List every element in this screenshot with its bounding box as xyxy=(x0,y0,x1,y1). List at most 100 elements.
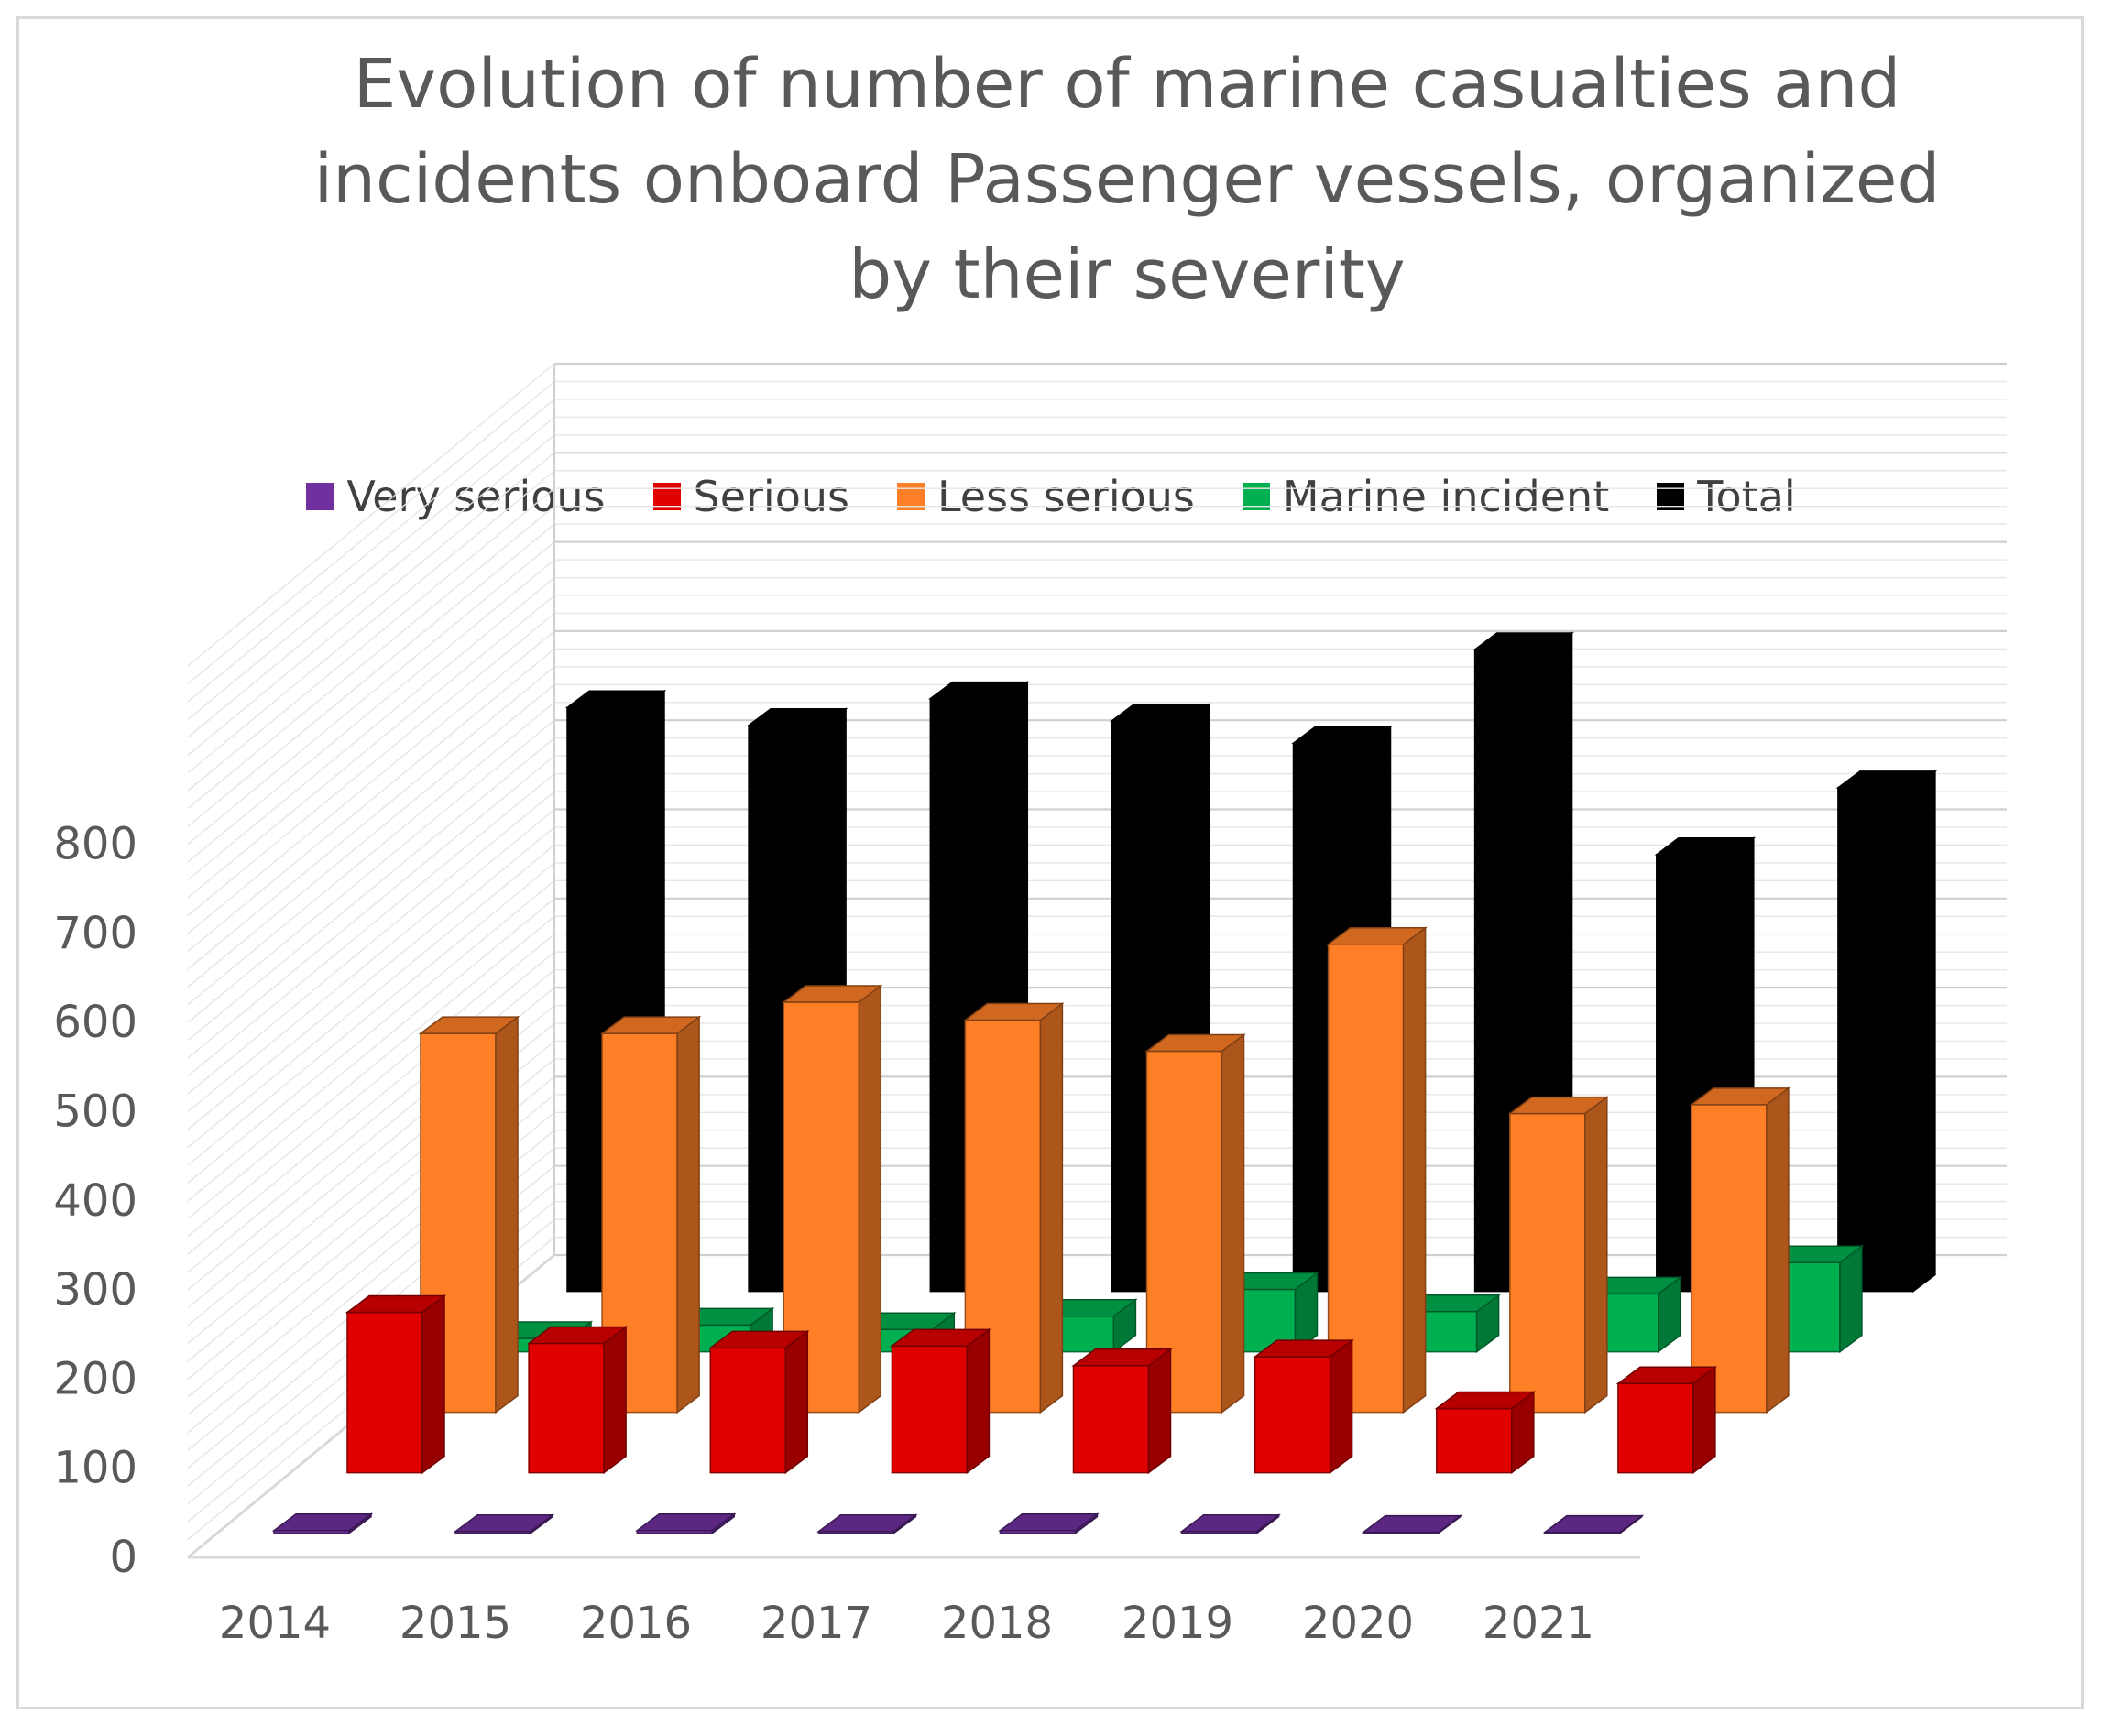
bar-side xyxy=(1839,1244,1863,1354)
bar-top xyxy=(1071,1348,1173,1367)
bar-top xyxy=(708,1330,810,1349)
y-tick-label: 500 xyxy=(53,1086,137,1138)
y-tick-label: 600 xyxy=(53,997,137,1048)
bar-top xyxy=(635,1512,737,1532)
side-gridline xyxy=(187,719,555,1023)
bar-side xyxy=(676,1015,700,1414)
bar-front xyxy=(528,1342,605,1474)
side-gridline xyxy=(187,879,555,1184)
x-tick-label: 2018 xyxy=(941,1598,1053,1649)
side-gridline xyxy=(187,595,555,899)
side-gridline xyxy=(187,506,555,810)
bar-side xyxy=(1766,1086,1790,1414)
bar-top xyxy=(599,1016,702,1034)
y-tick-label: 300 xyxy=(53,1264,137,1316)
bar-less-serious-2018 xyxy=(1144,1033,1246,1414)
side-gridline xyxy=(187,737,555,1042)
side-gridline xyxy=(187,612,555,916)
bar-top xyxy=(526,1326,629,1345)
bar-top xyxy=(1689,1087,1791,1106)
side-gridline xyxy=(187,791,555,1095)
side-gridline xyxy=(187,862,555,1166)
bar-less-serious-2021 xyxy=(1689,1086,1791,1414)
bar-very-serious-2020 xyxy=(1361,1514,1463,1535)
bar-top xyxy=(1110,704,1211,722)
side-gridline xyxy=(187,648,555,952)
bar-top xyxy=(1542,1514,1645,1534)
bar-less-serious-2015 xyxy=(599,1015,702,1414)
x-tick-label: 2015 xyxy=(400,1598,511,1649)
bar-top xyxy=(1615,1366,1718,1385)
bar-serious-2015 xyxy=(526,1326,629,1475)
side-gridline xyxy=(187,487,555,792)
side-gridline xyxy=(187,702,555,1006)
bar-top xyxy=(1434,1391,1537,1410)
side-gridline xyxy=(187,470,555,774)
bar-top xyxy=(890,1328,991,1348)
bar-front xyxy=(1837,787,1914,1293)
y-tick-label: 800 xyxy=(53,819,137,870)
bar-front xyxy=(1254,1356,1331,1474)
x-tick-label: 2019 xyxy=(1122,1598,1233,1649)
x-tick-label: 2014 xyxy=(219,1598,331,1649)
legend-item-less-serious: Less serious xyxy=(896,472,1195,521)
bar-side xyxy=(1584,1096,1608,1414)
side-gridline xyxy=(187,773,555,1077)
y-tick-label: 700 xyxy=(53,908,137,959)
bar-top xyxy=(963,1002,1065,1021)
bar-top xyxy=(816,1513,918,1533)
legend-label: Total xyxy=(1697,472,1796,521)
side-gridline xyxy=(187,399,555,703)
side-gridline xyxy=(187,755,555,1059)
side-gridline xyxy=(187,630,555,934)
bar-less-serious-2020 xyxy=(1507,1096,1610,1414)
bar-very-serious-2014 xyxy=(271,1512,374,1535)
legend-item-serious: Serious xyxy=(652,472,849,521)
y-tick-label: 200 xyxy=(53,1353,137,1404)
bar-side xyxy=(784,1329,809,1475)
bar-side xyxy=(1147,1348,1172,1475)
side-gridline xyxy=(187,934,555,1238)
side-gridline xyxy=(187,915,555,1219)
bar-front xyxy=(1509,1112,1586,1414)
bar-top xyxy=(1253,1339,1354,1358)
bar-side xyxy=(1329,1338,1353,1475)
side-gridline xyxy=(187,452,555,756)
bar-less-serious-2016 xyxy=(782,984,883,1414)
side-gridline xyxy=(187,559,555,863)
bar-side xyxy=(1221,1033,1245,1414)
bar-front xyxy=(709,1347,787,1474)
bars xyxy=(271,631,1938,1535)
side-gridline xyxy=(187,363,555,667)
x-tick-label: 2020 xyxy=(1302,1598,1414,1649)
legend-swatch-very-serious xyxy=(306,483,334,510)
side-gridline xyxy=(187,523,555,827)
legend-label: Marine incident xyxy=(1282,472,1610,521)
legend-item-marine-incident: Marine incident xyxy=(1242,472,1610,521)
legend-label: Very serious xyxy=(346,472,606,521)
side-gridline xyxy=(187,951,555,1255)
bar-top xyxy=(928,681,1030,700)
side-gridline xyxy=(187,683,555,988)
side-gridline xyxy=(187,898,555,1202)
bar-top xyxy=(782,985,883,1003)
legend-item-very-serious: Very serious xyxy=(306,472,606,521)
bar-side xyxy=(495,1015,519,1414)
bar-front xyxy=(1691,1104,1768,1414)
bar-side xyxy=(421,1294,445,1475)
bar-very-serious-2016 xyxy=(635,1512,737,1535)
bar-side xyxy=(966,1327,991,1475)
bar-side xyxy=(1402,926,1427,1414)
x-axis-ticks: 2014 2015 2016 2017 2018 2019 2020 2021 xyxy=(219,1598,1594,1649)
bar-side xyxy=(858,984,882,1414)
side-gridline xyxy=(187,666,555,970)
bar-side xyxy=(1692,1365,1716,1475)
bar-front xyxy=(1436,1407,1513,1474)
bar-serious-2014 xyxy=(345,1294,447,1475)
bar-side xyxy=(1912,770,1936,1294)
bar-serious-2019 xyxy=(1253,1338,1354,1475)
side-gridline xyxy=(187,844,555,1148)
bar-serious-2018 xyxy=(1071,1348,1173,1475)
bar-top xyxy=(345,1294,447,1314)
